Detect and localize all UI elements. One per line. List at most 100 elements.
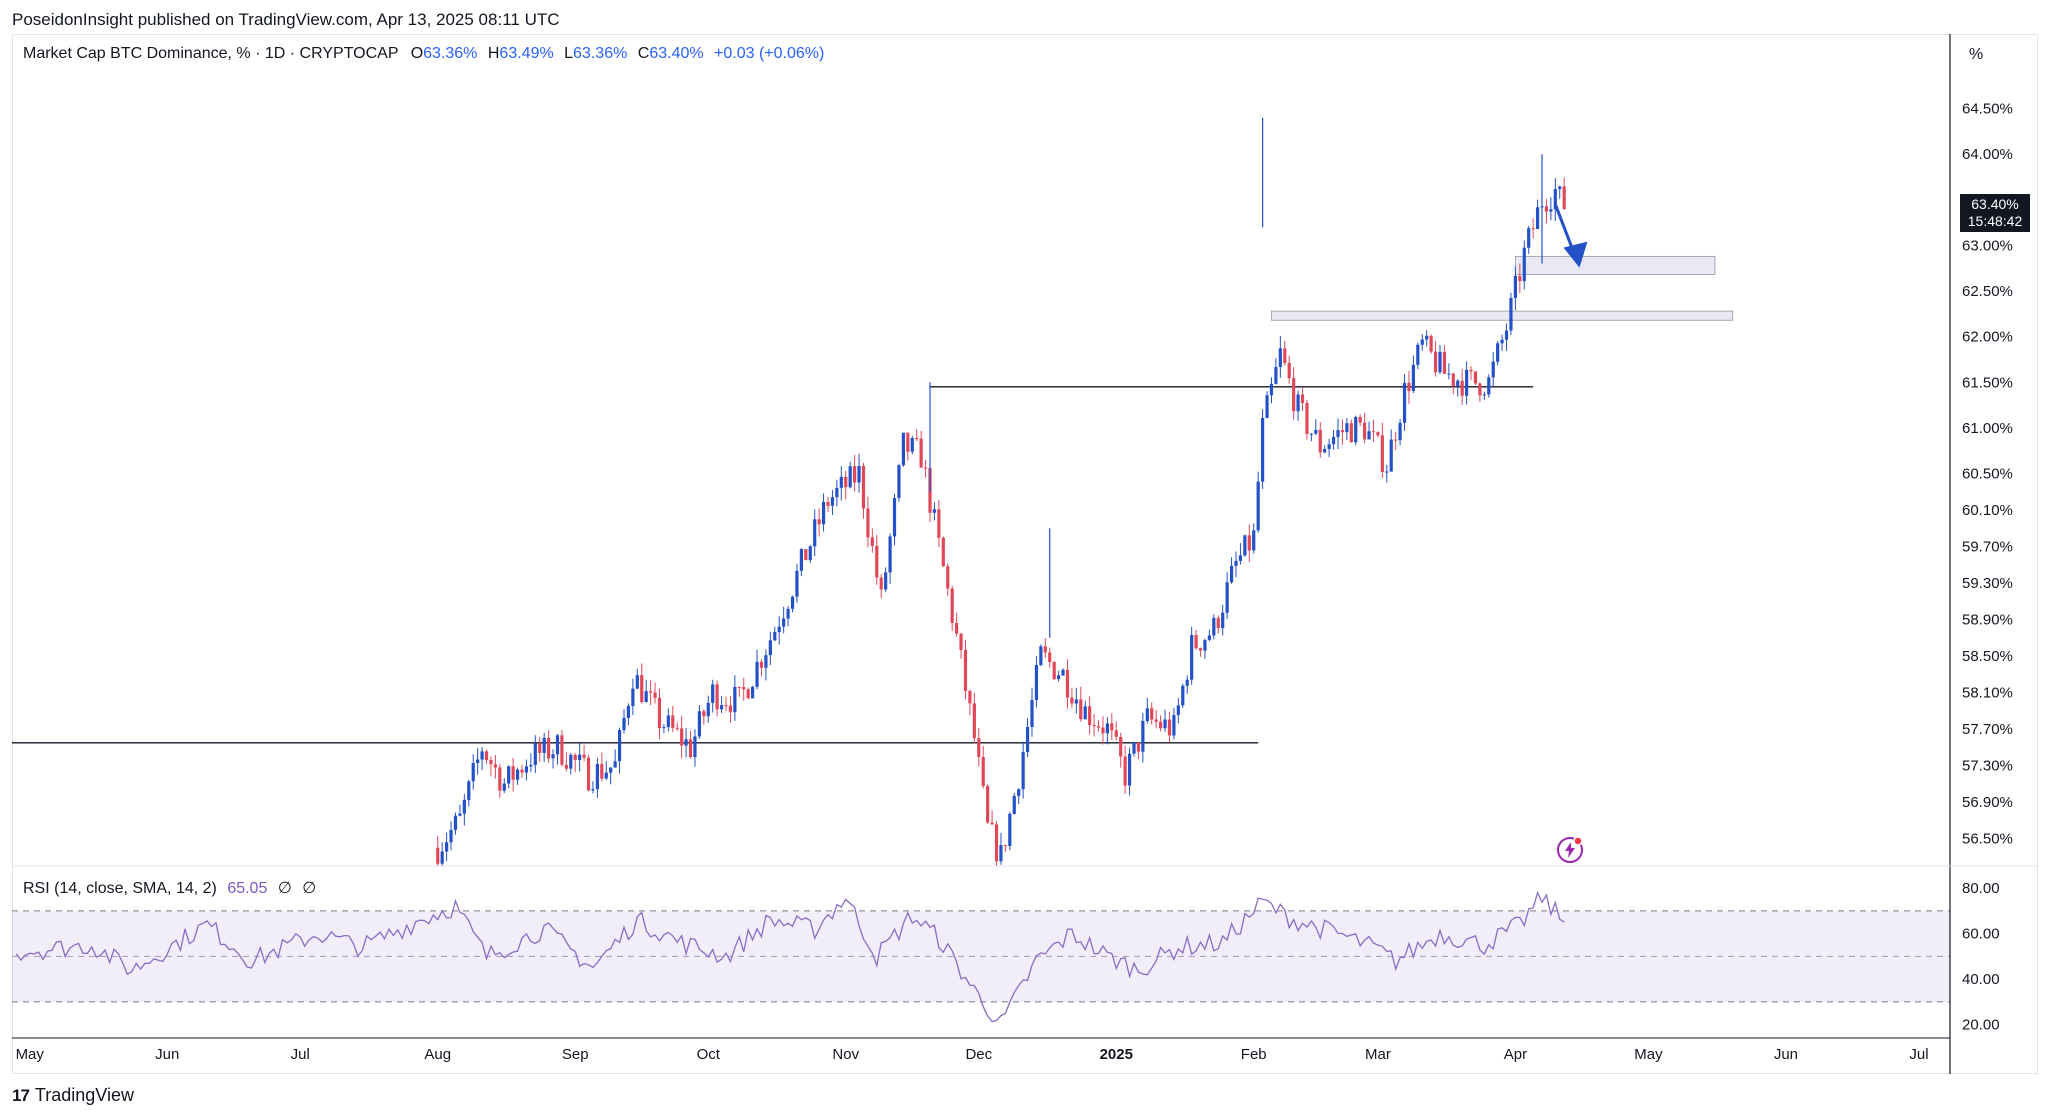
candle-body xyxy=(1527,228,1531,248)
candle-body xyxy=(1008,813,1012,846)
candle-body xyxy=(764,655,768,668)
candle-body xyxy=(999,845,1003,862)
candle-body xyxy=(711,684,715,703)
candle-body xyxy=(538,743,542,753)
down-arrow-head xyxy=(1563,241,1588,268)
candle-body xyxy=(888,536,892,573)
lightning-icon[interactable] xyxy=(1556,836,1584,864)
time-tick-label: Apr xyxy=(1504,1046,1527,1063)
price-tick-label: 56.90% xyxy=(1962,794,2013,811)
candle-body xyxy=(542,737,546,753)
candle-body xyxy=(808,546,812,561)
candle-body xyxy=(1256,481,1260,531)
candle-body xyxy=(1429,335,1433,352)
candle-body xyxy=(1043,646,1047,653)
candle-body xyxy=(977,738,981,757)
candle-body xyxy=(1198,648,1203,651)
time-tick-label: Feb xyxy=(1241,1046,1267,1063)
symbol-legend[interactable]: Market Cap BTC Dominance, % · 1D · CRYPT… xyxy=(23,45,824,63)
candle-body xyxy=(724,705,728,707)
candle-body xyxy=(1456,380,1460,387)
tradingview-logo[interactable]: 17 TradingView xyxy=(12,1085,134,1106)
candle-body xyxy=(1252,530,1256,551)
candle-body xyxy=(1207,635,1211,640)
candle-body xyxy=(653,692,657,698)
candle-body xyxy=(1331,436,1336,445)
candle-body xyxy=(1367,431,1371,440)
candle-body xyxy=(1504,330,1509,340)
candle-body xyxy=(1553,189,1557,210)
candle-body xyxy=(1079,699,1083,720)
candle-body xyxy=(733,686,737,713)
candle-body xyxy=(1278,348,1282,368)
price-tick-label: 63.00% xyxy=(1962,237,2013,254)
candle-body xyxy=(1052,661,1056,680)
candle-body xyxy=(1336,430,1340,437)
candle-body xyxy=(1123,756,1127,786)
candle-body xyxy=(1101,727,1105,734)
candle-body xyxy=(1061,669,1065,676)
candle-body xyxy=(875,545,879,578)
candle-body xyxy=(1127,753,1132,786)
candle-body xyxy=(1371,431,1376,433)
candle-body xyxy=(1274,367,1278,384)
candle-body xyxy=(684,739,688,746)
candle-body xyxy=(1407,382,1411,391)
candle-body xyxy=(915,438,919,440)
candle-body xyxy=(458,813,462,816)
candle-body xyxy=(484,751,489,761)
candle-body xyxy=(1145,708,1149,721)
candle-body xyxy=(560,735,564,765)
candle-body xyxy=(1012,795,1016,814)
candle-body xyxy=(476,759,480,764)
candle-body xyxy=(671,715,675,728)
candle-body xyxy=(1531,228,1535,230)
rsi-legend[interactable]: RSI (14, close, SMA, 14, 2) 65.05 ∅ ∅ xyxy=(23,878,316,898)
candle-body xyxy=(449,829,453,843)
candle-body xyxy=(498,767,502,791)
time-tick-label: Aug xyxy=(424,1046,451,1063)
candle-body xyxy=(1309,433,1313,435)
candle-body xyxy=(680,728,684,746)
price-tick-label: 58.50% xyxy=(1962,648,2013,665)
candle-body xyxy=(706,702,710,717)
candle-body xyxy=(1292,378,1296,412)
candle-body xyxy=(547,737,551,759)
candle-body xyxy=(1363,422,1367,440)
rsi-line xyxy=(15,890,1565,1023)
candle-body xyxy=(1092,724,1096,727)
candle-body xyxy=(782,618,786,627)
candle-body xyxy=(1416,344,1420,365)
high-label: H xyxy=(487,45,500,62)
price-tick-label: 61.50% xyxy=(1962,374,2013,391)
candle-body xyxy=(1420,339,1424,345)
candle-body xyxy=(640,675,644,703)
candle-body xyxy=(1216,617,1220,629)
candle-body xyxy=(972,703,976,739)
candle-body xyxy=(817,519,821,525)
candle-body xyxy=(1039,646,1043,666)
candle-body xyxy=(1544,206,1549,212)
candle-body xyxy=(963,649,968,692)
candle-body xyxy=(445,842,449,852)
price-scale-unit[interactable]: % xyxy=(1969,46,1984,63)
candle-body xyxy=(799,549,803,571)
candle-body xyxy=(777,626,781,633)
low-label: L xyxy=(564,45,574,62)
candle-body xyxy=(1460,380,1464,396)
candle-body xyxy=(804,549,808,561)
close-label: C xyxy=(637,45,650,62)
axes-layer: 64.50%64.00%63.50%63.00%62.50%62.00%61.5… xyxy=(12,34,2038,1074)
candle-body xyxy=(471,763,475,782)
candle-body xyxy=(742,687,746,690)
candle-body xyxy=(1411,364,1415,391)
candle-body xyxy=(994,824,999,862)
candle-body xyxy=(1105,723,1109,734)
candle-body xyxy=(848,466,852,488)
candle-body xyxy=(1225,582,1229,613)
candle-body xyxy=(1110,723,1114,731)
candle-body xyxy=(644,691,648,703)
tradingview-logo-icon: 17 xyxy=(12,1085,30,1105)
time-tick-label: Dec xyxy=(965,1046,992,1063)
